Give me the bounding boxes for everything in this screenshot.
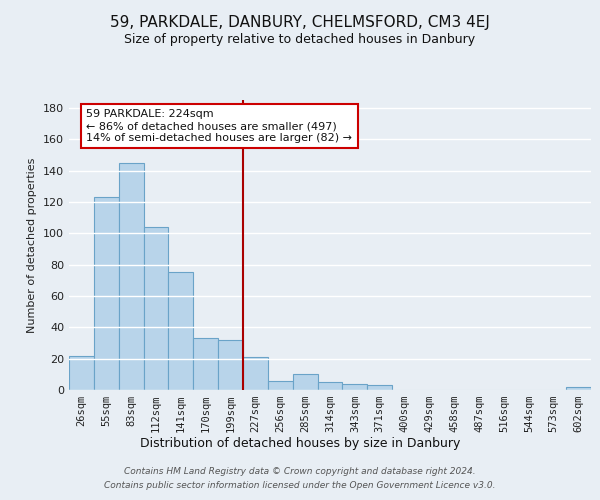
Bar: [343, 384, 367, 390]
Text: Size of property relative to detached houses in Danbury: Size of property relative to detached ho…: [124, 32, 476, 46]
Text: Contains public sector information licensed under the Open Government Licence v3: Contains public sector information licen…: [104, 481, 496, 490]
Bar: [119, 162, 143, 390]
Y-axis label: Number of detached properties: Number of detached properties: [28, 158, 37, 332]
Bar: [218, 340, 243, 390]
Text: Distribution of detached houses by size in Danbury: Distribution of detached houses by size …: [140, 438, 460, 450]
Text: 59, PARKDALE, DANBURY, CHELMSFORD, CM3 4EJ: 59, PARKDALE, DANBURY, CHELMSFORD, CM3 4…: [110, 15, 490, 30]
Bar: [367, 386, 392, 390]
Text: Contains HM Land Registry data © Crown copyright and database right 2024.: Contains HM Land Registry data © Crown c…: [124, 468, 476, 476]
Text: 59 PARKDALE: 224sqm
← 86% of detached houses are smaller (497)
14% of semi-detac: 59 PARKDALE: 224sqm ← 86% of detached ho…: [86, 110, 352, 142]
Bar: [293, 374, 317, 390]
Bar: [317, 382, 343, 390]
Bar: [94, 197, 119, 390]
Bar: [566, 387, 591, 390]
Bar: [169, 272, 193, 390]
Bar: [69, 356, 94, 390]
Bar: [243, 357, 268, 390]
Bar: [268, 380, 293, 390]
Bar: [193, 338, 218, 390]
Bar: [143, 227, 169, 390]
